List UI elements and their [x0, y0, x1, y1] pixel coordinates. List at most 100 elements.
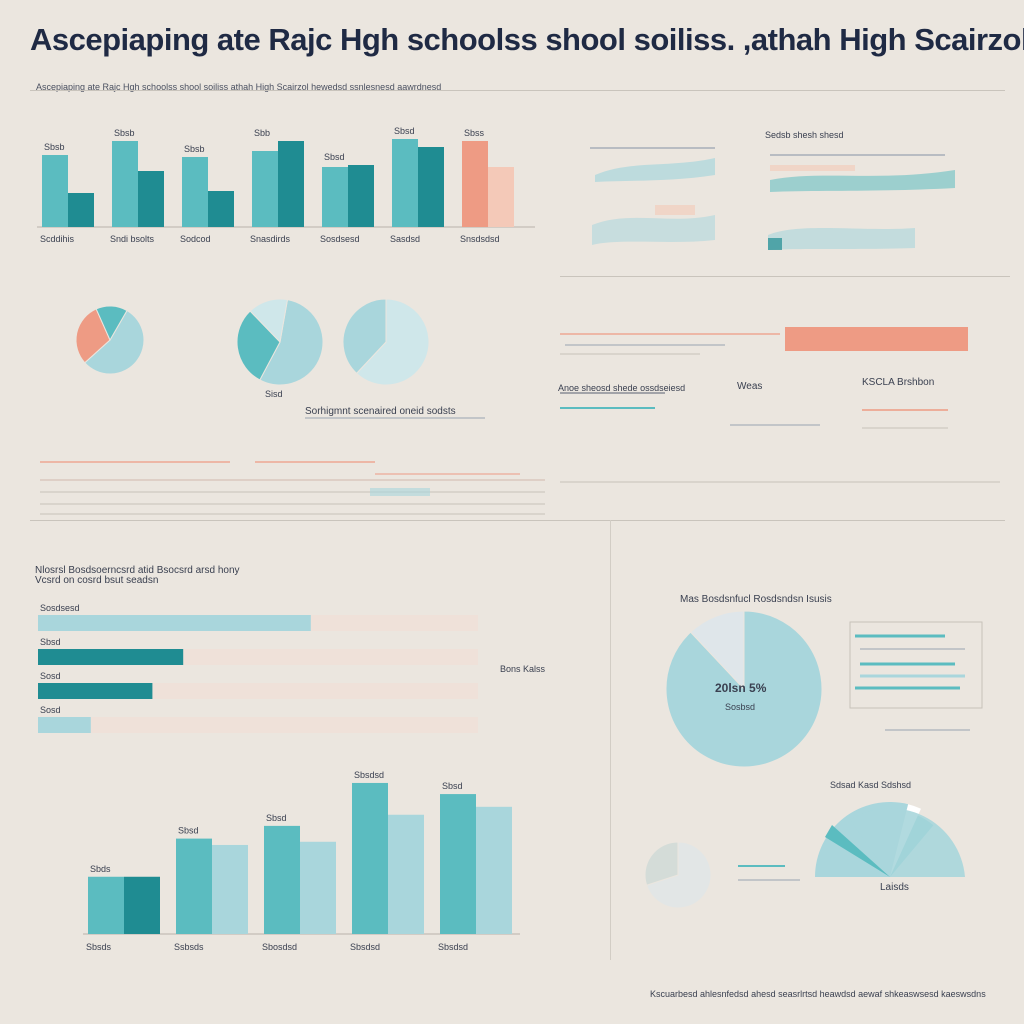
pie-slice-0 [259, 299, 324, 386]
fan-pie-chart [815, 802, 965, 877]
data-label-0: Sbds [90, 864, 111, 874]
footer-note: Kscuarbesd ahlesnfedsd ahesd seasrlrtsd … [650, 989, 986, 999]
category-label-0: Sbsds [86, 942, 112, 952]
bar-3-0 [252, 151, 278, 227]
bar-0-1 [124, 876, 160, 934]
hbar-2 [38, 683, 153, 699]
bar-5-0 [392, 139, 418, 227]
top-bar-chart: Sbsb Scddihis Sbsb Sndi bsolts Sbsb Sodcod Sbb… [37, 126, 535, 244]
hbar-label-2: Sosd [40, 671, 61, 681]
pie-slice-2 [95, 305, 128, 342]
bar-0-1 [68, 193, 94, 227]
bar-6-1 [488, 167, 514, 227]
faint-table-band [40, 461, 1000, 515]
pie-slice-2 [249, 298, 289, 344]
bar-6-0 [462, 141, 488, 227]
category-label-1: Sndi bsolts [110, 234, 155, 244]
fan-accent-sector [825, 825, 890, 877]
page-subtitle: Ascepiaping ate Rajc Hgh schoolss shool … [36, 82, 442, 92]
bar-4-1 [348, 165, 374, 227]
fan-pie-label: Laisds [880, 882, 909, 893]
bar-4-0 [322, 167, 348, 227]
category-label-0: Scddihis [40, 234, 75, 244]
category-label-4: Sosdsesd [320, 234, 360, 244]
column-divider [610, 520, 611, 960]
bar-1-1 [212, 844, 248, 934]
data-label-3: Sbb [254, 128, 270, 138]
bar-1-0 [112, 141, 138, 227]
lower-left-heading-2: Vcsrd on cosrd bsut seadsn [35, 575, 158, 586]
large-pie-center-sub: Sosbsd [725, 702, 755, 712]
data-label-4: Sbsd [324, 152, 345, 162]
pie-slice-1 [75, 308, 111, 364]
right-mid-label-3: Anoe sheosd shede ossdseiesd [558, 383, 685, 393]
category-label-5: Sasdsd [390, 234, 420, 244]
data-label-5: Sbsd [394, 126, 415, 136]
pie-chart-center [236, 298, 324, 386]
bar-1-1 [138, 171, 164, 227]
category-label-1: Ssbsds [174, 942, 204, 952]
pie-slice-0 [645, 841, 712, 909]
category-label-2: Sodcod [180, 234, 211, 244]
data-label-2: Sbsd [266, 813, 287, 823]
category-label-3: Snasdirds [250, 234, 291, 244]
lower-left-heading-1: Nlosrsl Bosdsoerncsrd atid Bsocsrd arsd … [35, 565, 240, 576]
right-mid-label-1: KSCLA Brshbon [862, 377, 934, 388]
pie-slice-1 [644, 841, 679, 886]
category-label-3: Sbsdsd [350, 942, 380, 952]
bar-1-0 [176, 838, 212, 934]
pie-slice-1 [689, 610, 745, 691]
title-divider [30, 90, 1005, 91]
hbar-1 [38, 649, 184, 665]
category-label-6: Snsdsdsd [460, 234, 500, 244]
section-divider-2 [30, 520, 1005, 521]
category-label-2: Sbosdsd [262, 942, 297, 952]
pie-label: Sisd [265, 389, 283, 399]
hbar-label-3: Sosd [40, 705, 61, 715]
data-label-6: Sbss [464, 128, 485, 138]
bar-4-0 [440, 794, 476, 934]
small-pie-bottom [644, 841, 712, 909]
right-panel-label: Sedsb shesh shesd [765, 130, 844, 140]
right-mid-bars [560, 327, 968, 429]
bar-2-1 [208, 191, 234, 227]
large-pie-chart [665, 610, 823, 768]
bar-2-1 [300, 841, 336, 934]
right-mid-label-2: Weas [737, 381, 762, 392]
bar-3-1 [388, 814, 424, 934]
pie-slice-1 [236, 310, 281, 381]
hbar-0 [38, 615, 311, 631]
hbar-label-0: Sosdsesd [40, 603, 80, 613]
data-label-1: Sbsb [114, 128, 135, 138]
data-label-2: Sbsb [184, 144, 205, 154]
bar-2-0 [264, 825, 300, 934]
bar-3-1 [278, 141, 304, 227]
hbar-label-1: Sbsd [40, 637, 61, 647]
pie-slice-0 [84, 309, 145, 375]
bar-5-1 [418, 147, 444, 227]
hbar-3 [38, 717, 91, 733]
section-divider-1 [560, 276, 1010, 277]
bar-0-0 [88, 876, 124, 934]
large-pie-center-label: 20lsn 5% [715, 681, 767, 695]
pie-chart-right [342, 298, 430, 386]
faded-line-panels [590, 147, 955, 250]
hbar-track-3 [38, 717, 478, 733]
pie-slice-1 [342, 298, 387, 375]
mid-caption: Sorhigmnt scenaired oneid sodsts [305, 406, 456, 417]
page-title: Ascepiaping ate Rajc Hgh schoolss shool … [30, 22, 1024, 57]
bar-4-1 [476, 806, 512, 934]
hbar-side-label: Bons Kalss [500, 664, 546, 674]
bar-0-0 [42, 155, 68, 227]
small-pie-chart [75, 305, 145, 375]
data-label-0: Sbsb [44, 142, 65, 152]
data-label-3: Sbsdsd [354, 770, 384, 780]
data-label-1: Sbsd [178, 826, 199, 836]
horizontal-bar-chart: Sosdsesd Sbsd Sosd Sosd [38, 603, 478, 733]
category-label-4: Sbsdsd [438, 942, 468, 952]
bar-2-0 [182, 157, 208, 227]
bar-3-0 [352, 782, 388, 934]
bottom-bar-chart: Sbds Sbsds Sbsd Ssbsds Sbsd Sbosdsd Sbsdsd Sbsd… [83, 770, 520, 952]
data-label-4: Sbsd [442, 781, 463, 791]
